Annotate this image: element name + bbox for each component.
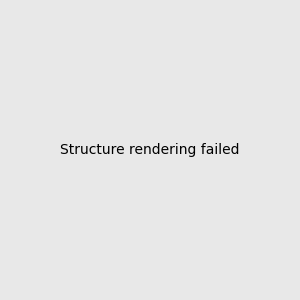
- Text: Structure rendering failed: Structure rendering failed: [60, 143, 240, 157]
